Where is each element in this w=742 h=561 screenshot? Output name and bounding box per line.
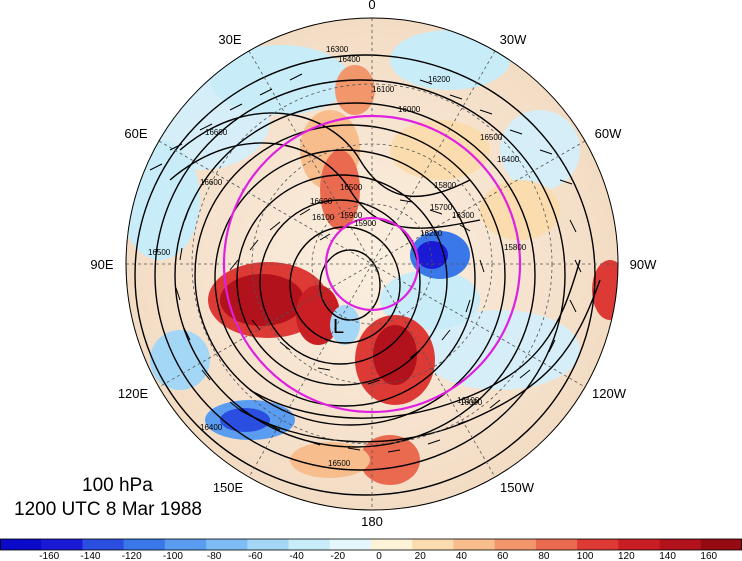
colorbar-tick-label: 160: [700, 551, 717, 561]
contour-label: 16500: [148, 248, 171, 257]
colorbar: -160 -140 -120 -100 -80 -60 -40 -20 0 20 40 60 80 100…: [0, 538, 742, 561]
highlight-circles: [222, 114, 522, 414]
colorbar-swatch: [659, 539, 702, 550]
lon-label-90w: 90W: [630, 257, 657, 272]
contour-label: 15900: [340, 211, 363, 220]
colorbar-tick-label: 140: [659, 551, 676, 561]
colorbar-swatch: [577, 539, 619, 550]
contour-label: 16400: [338, 55, 361, 64]
lon-label-120w: 120W: [592, 386, 627, 401]
wind-barbs: [149, 73, 582, 453]
colorbar-tick-label: 0: [376, 551, 382, 561]
contour-label: 15800: [434, 181, 457, 190]
colorbar-tick-label: -100: [163, 551, 183, 561]
colorbar-tick-label: -140: [80, 551, 100, 561]
contour-label: 16600: [200, 178, 223, 187]
contour-label: 16400: [200, 423, 223, 432]
colorbar-swatch: [371, 539, 413, 550]
colorbar-tick-label: -160: [39, 551, 59, 561]
colorbar-swatch: [82, 539, 125, 550]
colorbar-swatch: [288, 539, 331, 550]
time-title: 1200 UTC 8 Mar 1988: [14, 499, 202, 520]
colorbar-tick-label: 80: [538, 551, 550, 561]
colorbar-tick-label: -120: [122, 551, 142, 561]
lat-lon-grid: [126, 18, 618, 510]
longitude-labels: 0 30W 60W 90W 120W 150W 180 150E 120E 90…: [90, 0, 657, 529]
lon-label-0: 0: [368, 0, 375, 12]
low-pressure-marker: L: [333, 316, 344, 338]
contour-label: 16200: [428, 75, 451, 84]
contour-label: 16500: [480, 133, 503, 142]
contour-label: 15900: [354, 219, 377, 228]
lon-label-60w: 60W: [595, 126, 622, 141]
contour-label: 16100: [372, 85, 395, 94]
colorbar-swatch: [123, 539, 166, 550]
colorbar-tick-label: 60: [497, 551, 509, 561]
colorbar-swatch: [453, 539, 496, 550]
colorbar-tick-label: -80: [207, 551, 222, 561]
colorbar-swatch: [0, 539, 42, 550]
contour-label: 16300: [326, 45, 349, 54]
lon-label-180: 180: [361, 514, 383, 529]
contour-label: 16000: [460, 398, 483, 407]
colorbar-swatch: [700, 539, 742, 550]
contour-labels: 1630016400162001610016000165001660015900…: [148, 45, 527, 468]
colorbar-swatch: [535, 539, 578, 550]
contour-label: 15800: [504, 243, 527, 252]
level-title: 100 hPa: [82, 475, 153, 496]
colorbar-swatch: [494, 539, 537, 550]
contour-label: 15700: [430, 203, 453, 212]
colorbar-tick-label: 100: [577, 551, 594, 561]
contour-label: 16500: [340, 183, 363, 192]
lon-label-30e: 30E: [218, 32, 241, 47]
contour-label: 16500: [328, 459, 351, 468]
colorbar-tick-label: -60: [248, 551, 263, 561]
colorbar-tick-label: 40: [456, 551, 468, 561]
lon-label-150w: 150W: [500, 480, 535, 495]
lon-label-30w: 30W: [500, 32, 527, 47]
colorbar-tick-label: -20: [331, 551, 346, 561]
lon-label-150e: 150E: [213, 480, 244, 495]
contour-label: 16300: [452, 211, 475, 220]
colorbar-swatch: [247, 539, 290, 550]
contour-label: 16100: [457, 396, 480, 405]
contour-label: 16000: [398, 105, 421, 114]
map-border: [125, 17, 619, 511]
colorbar-swatch: [41, 539, 83, 550]
contour-label: 16200: [420, 229, 443, 238]
colorbar-swatch: [164, 539, 207, 550]
contour-label: 16400: [497, 155, 520, 164]
lon-label-90e: 90E: [90, 257, 113, 272]
lon-label-120e: 120E: [118, 386, 149, 401]
colorbar-swatch: [618, 539, 661, 550]
anomaly-shading: [126, 30, 618, 485]
map-disk: 1630016400162001610016000165001660015900…: [126, 18, 618, 510]
colorbar-swatch: [206, 539, 248, 550]
colorbar-tick-label: 120: [618, 551, 635, 561]
contour-label: 16600: [205, 128, 228, 137]
colorbar-tick-label: -40: [289, 551, 304, 561]
colorbar-swatch: [412, 539, 454, 550]
contour-label: 16100: [312, 213, 335, 222]
lon-label-60e: 60E: [124, 126, 147, 141]
colorbar-tick-label: 20: [415, 551, 427, 561]
contour-label: 16600: [310, 197, 333, 206]
colorbar-swatch: [329, 539, 372, 550]
